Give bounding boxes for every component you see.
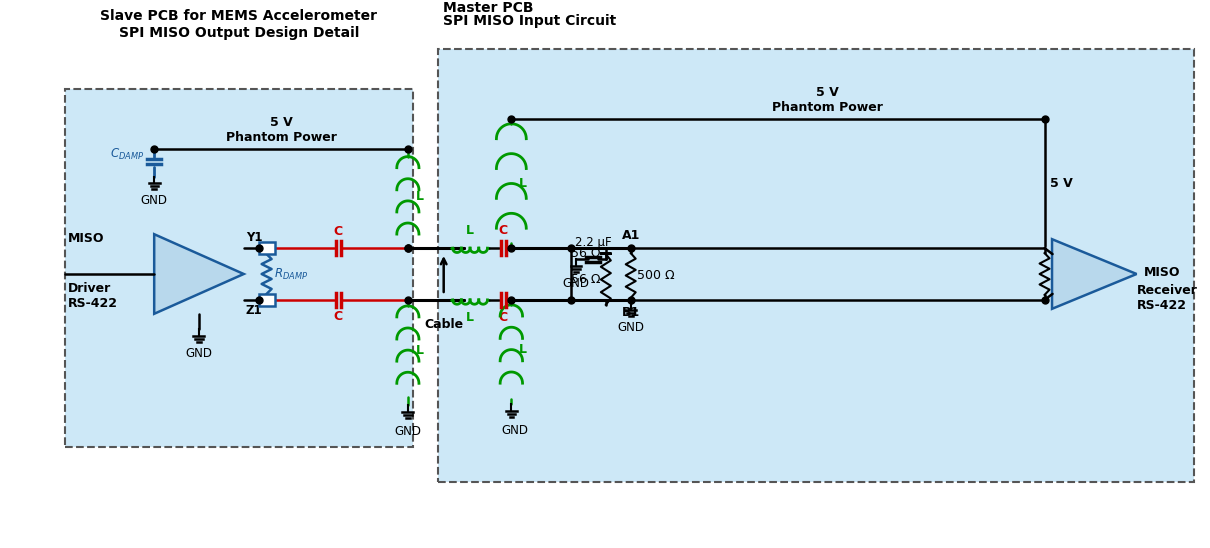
FancyBboxPatch shape bbox=[64, 89, 413, 447]
Text: Receiver
RS-422: Receiver RS-422 bbox=[1137, 284, 1198, 312]
Polygon shape bbox=[1051, 239, 1136, 309]
Text: 2.2 μF: 2.2 μF bbox=[575, 236, 611, 249]
Text: A1: A1 bbox=[622, 229, 640, 242]
FancyBboxPatch shape bbox=[438, 49, 1194, 482]
Text: GND: GND bbox=[563, 277, 589, 290]
Polygon shape bbox=[154, 234, 243, 314]
Text: GND: GND bbox=[140, 195, 168, 207]
Text: GND: GND bbox=[617, 321, 644, 334]
Text: 56 Ω: 56 Ω bbox=[571, 273, 601, 286]
Text: GND: GND bbox=[185, 347, 213, 359]
Text: L: L bbox=[519, 343, 528, 356]
Text: MISO: MISO bbox=[68, 232, 104, 245]
Text: L: L bbox=[416, 190, 423, 203]
Text: B1: B1 bbox=[622, 306, 640, 319]
Text: 500 Ω: 500 Ω bbox=[1050, 267, 1088, 281]
Text: C: C bbox=[334, 225, 342, 238]
Text: $C_{DAMP}$: $C_{DAMP}$ bbox=[110, 147, 144, 162]
Text: 500 Ω: 500 Ω bbox=[636, 269, 674, 282]
Text: C: C bbox=[499, 224, 508, 237]
Text: Driver
RS-422: Driver RS-422 bbox=[68, 282, 117, 310]
Text: GND: GND bbox=[502, 424, 529, 437]
Text: L: L bbox=[466, 311, 474, 324]
Text: Z1: Z1 bbox=[246, 304, 263, 317]
Text: 56 Ω: 56 Ω bbox=[571, 247, 601, 260]
Text: MISO: MISO bbox=[1143, 266, 1181, 278]
Text: Master PCB: Master PCB bbox=[443, 2, 534, 15]
Text: Slave PCB for MEMS Accelerometer
SPI MISO Output Design Detail: Slave PCB for MEMS Accelerometer SPI MIS… bbox=[100, 9, 378, 39]
Text: GND: GND bbox=[394, 425, 421, 438]
Text: Y1: Y1 bbox=[246, 231, 263, 244]
Text: 5 V
Phantom Power: 5 V Phantom Power bbox=[772, 86, 883, 114]
Text: 5 V: 5 V bbox=[1049, 177, 1072, 190]
Text: 5 V
Phantom Power: 5 V Phantom Power bbox=[225, 116, 336, 144]
Text: $R_{DAMP}$: $R_{DAMP}$ bbox=[273, 266, 307, 282]
Text: SPI MISO Input Circuit: SPI MISO Input Circuit bbox=[443, 14, 616, 28]
FancyBboxPatch shape bbox=[259, 242, 275, 254]
Text: L: L bbox=[519, 177, 528, 190]
Text: L: L bbox=[416, 344, 423, 357]
FancyBboxPatch shape bbox=[259, 294, 275, 306]
Text: Cable: Cable bbox=[425, 318, 463, 331]
Text: C: C bbox=[499, 311, 508, 324]
Text: L: L bbox=[466, 224, 474, 237]
Text: C: C bbox=[334, 310, 342, 323]
